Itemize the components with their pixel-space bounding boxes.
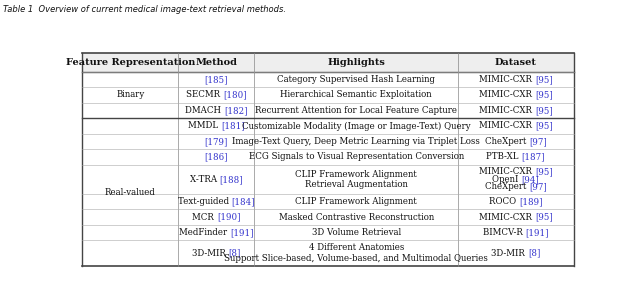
Text: Feature Representation: Feature Representation (66, 58, 195, 67)
Text: Recurrent Attention for Local Feature Capture: Recurrent Attention for Local Feature Ca… (255, 106, 457, 115)
Text: [95]: [95] (535, 75, 552, 84)
Text: MedFinder: MedFinder (179, 228, 230, 237)
Text: MIMIC-CXR: MIMIC-CXR (479, 121, 535, 130)
Text: Highlights: Highlights (327, 58, 385, 67)
Text: [188]: [188] (220, 175, 243, 184)
Text: [181]: [181] (221, 121, 244, 130)
Text: 3D-MIR: 3D-MIR (492, 249, 528, 257)
Text: MIMIC-CXR: MIMIC-CXR (479, 213, 535, 222)
Text: Category Supervised Hash Learning: Category Supervised Hash Learning (277, 75, 435, 84)
Text: MIMIC-CXR: MIMIC-CXR (479, 168, 535, 177)
Text: MMDL: MMDL (188, 121, 221, 130)
Text: Table 1  Overview of current medical image-text retrieval methods.: Table 1 Overview of current medical imag… (3, 5, 286, 14)
Text: [95]: [95] (535, 106, 552, 115)
Text: Method: Method (195, 58, 237, 67)
Text: [179]: [179] (205, 137, 228, 146)
Text: [191]: [191] (230, 228, 253, 237)
Text: Binary: Binary (116, 91, 145, 99)
Text: [8]: [8] (528, 249, 540, 257)
Text: DMACH: DMACH (185, 106, 224, 115)
Text: [180]: [180] (223, 91, 246, 99)
Text: 3D Volume Retrieval: 3D Volume Retrieval (312, 228, 401, 237)
Text: 3D-MIR: 3D-MIR (192, 249, 228, 257)
Text: Masked Contrastive Reconstruction: Masked Contrastive Reconstruction (278, 213, 434, 222)
Text: MIMIC-CXR: MIMIC-CXR (479, 75, 535, 84)
Text: [182]: [182] (224, 106, 248, 115)
Text: [95]: [95] (535, 121, 552, 130)
Text: MIMIC-CXR: MIMIC-CXR (479, 106, 535, 115)
Text: CheXpert: CheXpert (485, 182, 529, 191)
Text: [191]: [191] (525, 228, 549, 237)
Text: [190]: [190] (217, 213, 241, 222)
Text: MCR: MCR (192, 213, 217, 222)
Text: OpenI: OpenI (492, 175, 522, 184)
Text: 4 Different Anatomies
Support Slice-based, Volume-based, and Multimodal Queries: 4 Different Anatomies Support Slice-base… (224, 244, 488, 263)
Text: CheXpert: CheXpert (485, 137, 529, 146)
Text: [97]: [97] (529, 182, 547, 191)
Text: [97]: [97] (529, 137, 547, 146)
Text: X-TRA: X-TRA (189, 175, 220, 184)
Text: Dataset: Dataset (495, 58, 537, 67)
Text: ROCO: ROCO (489, 197, 519, 206)
Text: [186]: [186] (205, 152, 228, 161)
Text: Real-valued: Real-valued (105, 188, 156, 197)
Bar (83, 53, 573, 72)
Text: [95]: [95] (535, 213, 552, 222)
Text: Hierarchical Semantic Exploitation: Hierarchical Semantic Exploitation (280, 91, 432, 99)
Text: [184]: [184] (232, 197, 255, 206)
Text: Text-guided: Text-guided (178, 197, 232, 206)
Text: [189]: [189] (519, 197, 543, 206)
Text: [8]: [8] (228, 249, 241, 257)
Text: [187]: [187] (522, 152, 545, 161)
Text: [95]: [95] (535, 91, 552, 99)
Text: Image-Text Query, Deep Metric Learning via Triplet Loss: Image-Text Query, Deep Metric Learning v… (232, 137, 480, 146)
Text: SECMR: SECMR (186, 91, 223, 99)
Text: [95]: [95] (535, 168, 552, 177)
Text: [94]: [94] (522, 175, 540, 184)
Text: Customizable Modality (Image or Image-Text) Query: Customizable Modality (Image or Image-Te… (242, 121, 470, 130)
Text: ECG Signals to Visual Representation Conversion: ECG Signals to Visual Representation Con… (248, 152, 464, 161)
Text: PTB-XL: PTB-XL (486, 152, 522, 161)
Text: MIMIC-CXR: MIMIC-CXR (479, 91, 535, 99)
Text: [185]: [185] (205, 75, 228, 84)
Text: CLIP Framework Alignment
Retrieval Augmentation: CLIP Framework Alignment Retrieval Augme… (295, 170, 417, 189)
Text: BIMCV-R: BIMCV-R (483, 228, 525, 237)
Text: CLIP Framework Alignment: CLIP Framework Alignment (295, 197, 417, 206)
